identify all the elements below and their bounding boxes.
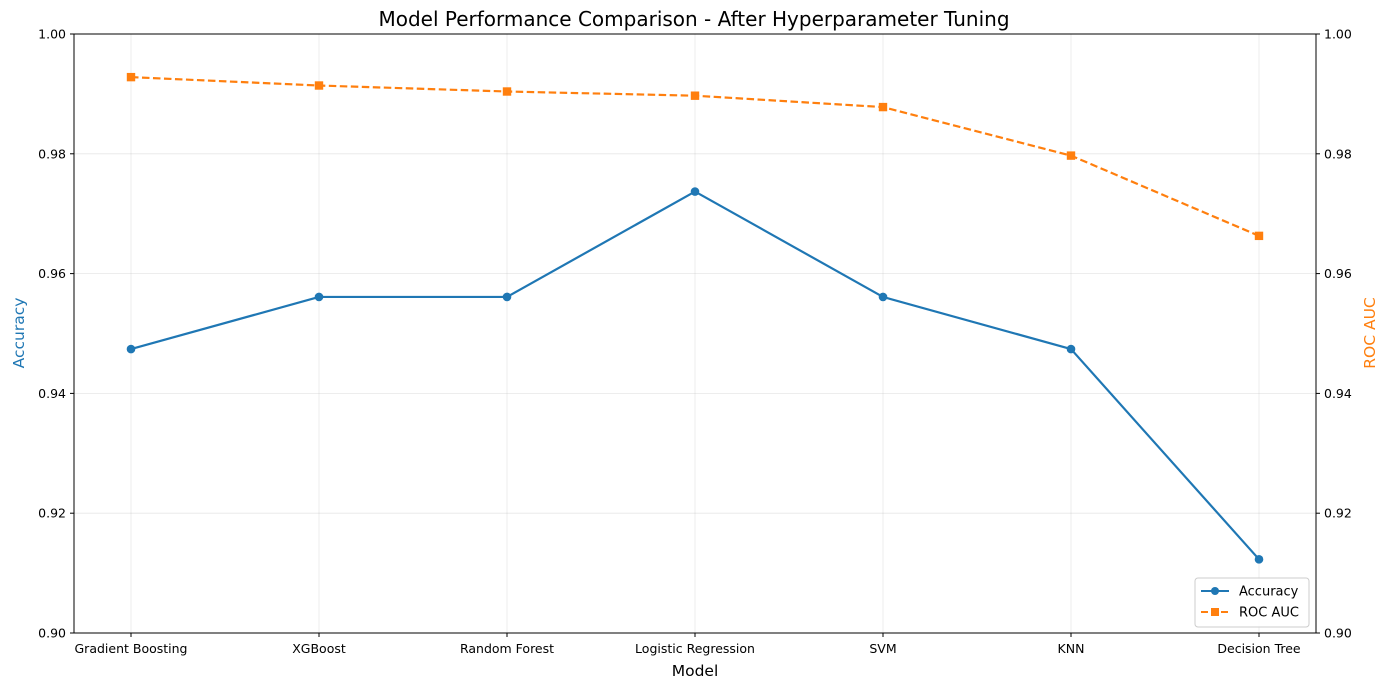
- data-point-accuracy: [502, 292, 512, 302]
- data-point-accuracy: [314, 292, 324, 302]
- data-point-accuracy: [1066, 344, 1076, 354]
- left-tick-label: 0.96: [38, 266, 66, 281]
- x-tick-label: XGBoost: [292, 641, 346, 656]
- series-layer: [126, 72, 1264, 564]
- right-y-axis: 0.90 0.92 0.94 0.96 0.98 1.00: [1316, 27, 1352, 641]
- right-tick-label: 0.94: [1324, 386, 1352, 401]
- left-tick-label: 0.92: [38, 506, 66, 521]
- data-point-roc-auc: [1066, 151, 1076, 160]
- data-point-roc-auc: [126, 72, 136, 82]
- left-tick-label: 0.90: [38, 626, 66, 641]
- right-tick-label: 0.90: [1324, 626, 1352, 641]
- x-axis-title: Model: [672, 662, 719, 680]
- x-tick-label: KNN: [1058, 641, 1085, 656]
- x-tick-label: SVM: [869, 641, 896, 656]
- data-point-roc-auc: [502, 87, 512, 96]
- legend: Accuracy ROC AUC: [1194, 577, 1310, 628]
- right-tick-label: 0.98: [1324, 146, 1352, 161]
- x-tick-label: Gradient Boosting: [75, 641, 188, 656]
- right-axis-title: ROC AUC: [1361, 297, 1379, 369]
- right-tick-label: 0.96: [1324, 266, 1352, 281]
- left-y-axis: 0.90 0.92 0.94 0.96 0.98 1.00: [38, 27, 74, 641]
- left-tick-label: 0.94: [38, 386, 66, 401]
- x-tick-label: Decision Tree: [1217, 641, 1301, 656]
- left-axis-title: Accuracy: [10, 298, 28, 369]
- legend-label-roc-auc: ROC AUC: [1239, 606, 1299, 621]
- left-tick-label: 1.00: [38, 27, 66, 42]
- chart-title: Model Performance Comparison - After Hyp…: [378, 7, 1009, 31]
- legend-marker-roc-auc: [1211, 608, 1219, 616]
- grid: [74, 33, 1316, 634]
- legend-label-accuracy: Accuracy: [1239, 585, 1299, 600]
- x-tick-label: Logistic Regression: [635, 641, 755, 656]
- data-point-roc-auc: [1254, 231, 1264, 241]
- data-point-roc-auc: [690, 91, 700, 100]
- x-axis: Gradient Boosting XGBoost Random Forest Log…: [75, 633, 1301, 656]
- data-point-accuracy: [690, 187, 700, 196]
- right-tick-label: 1.00: [1324, 27, 1352, 42]
- data-point-roc-auc: [878, 102, 888, 112]
- data-point-accuracy: [126, 344, 136, 354]
- data-point-roc-auc: [314, 81, 324, 90]
- x-tick-label: Random Forest: [460, 641, 554, 656]
- data-point-accuracy: [1254, 555, 1264, 564]
- right-tick-label: 0.92: [1324, 506, 1352, 521]
- left-tick-label: 0.98: [38, 146, 66, 161]
- data-point-accuracy: [878, 292, 888, 302]
- legend-marker-accuracy: [1211, 587, 1219, 595]
